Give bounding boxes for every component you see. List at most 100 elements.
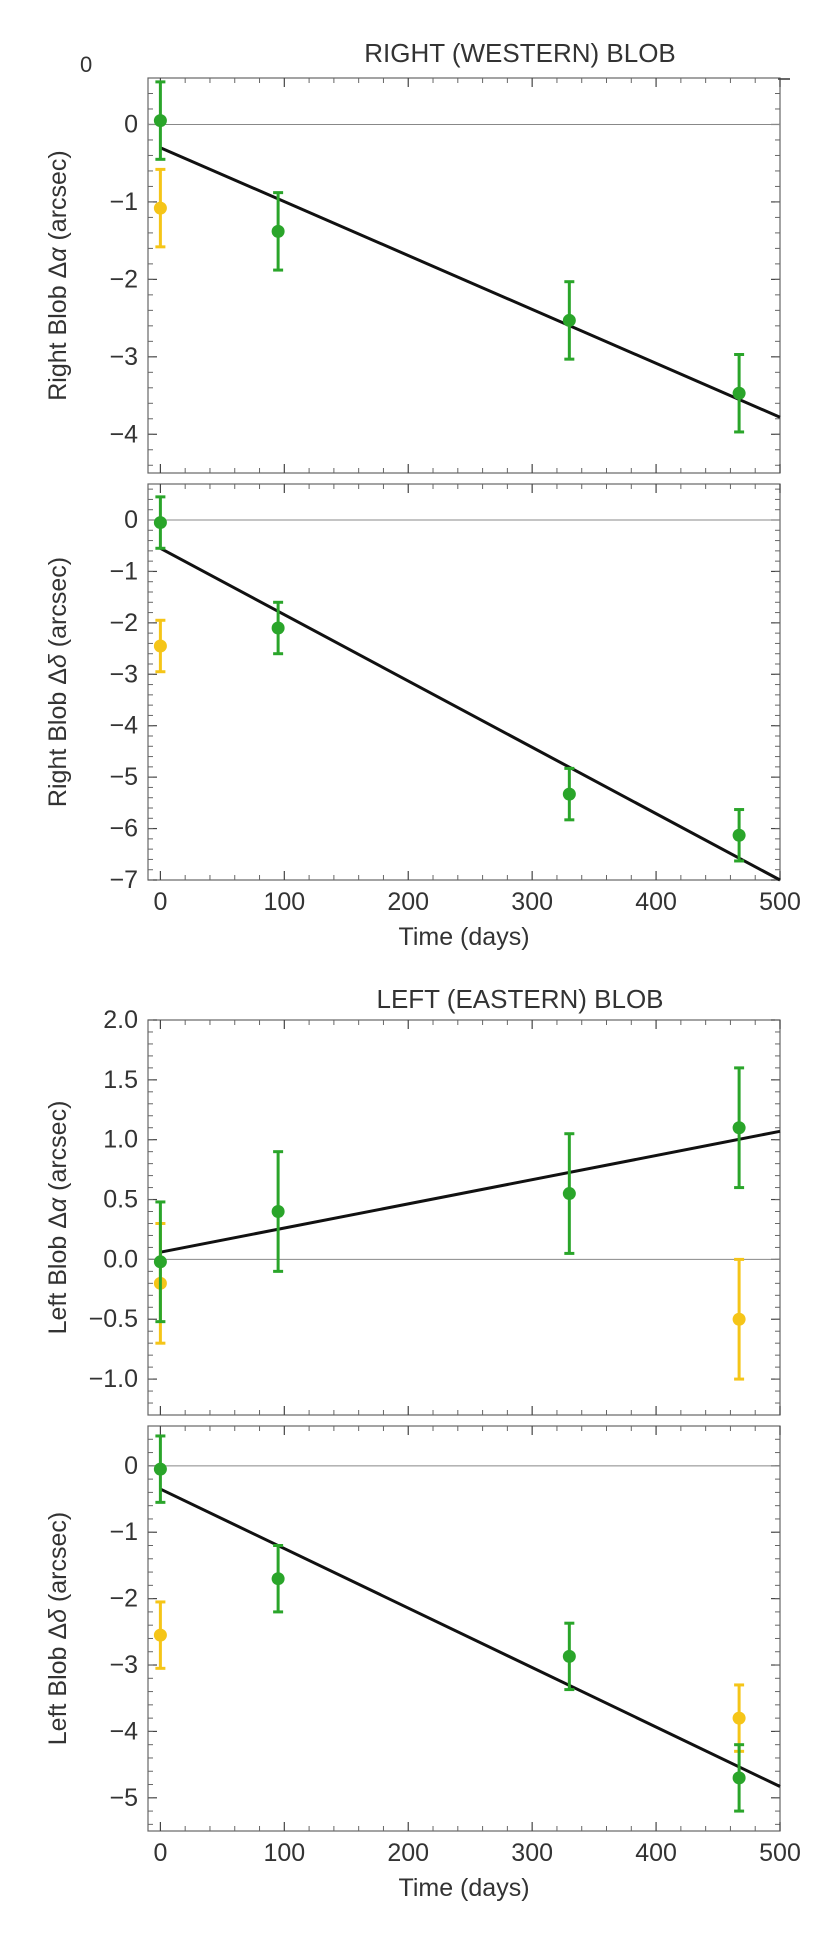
data-point-green xyxy=(271,191,285,272)
marker xyxy=(153,516,167,530)
marker xyxy=(271,1205,285,1219)
y-axis-label-prefix: Right Blob Δ xyxy=(44,262,72,401)
data-point-green xyxy=(562,280,576,361)
data-point-green xyxy=(271,1544,285,1614)
x-tick-label: 400 xyxy=(635,1839,677,1867)
plot-frame xyxy=(147,77,781,474)
y-tick-label: 0 xyxy=(124,1452,138,1480)
panel-right-dec: 0 −1 −2 −3 −4 −5 −6 −7 0 100 200 300 400 500 Right Blo… xyxy=(44,483,801,951)
plot-frame xyxy=(147,1019,781,1416)
data-point-yellow xyxy=(732,1683,746,1753)
y-tick-label: −1 xyxy=(109,557,138,585)
y-axis-label-symbol: α xyxy=(44,1197,72,1212)
x-tick-label: 100 xyxy=(263,888,305,916)
data-point-green xyxy=(732,1743,746,1813)
marker xyxy=(562,1649,576,1663)
data-point-yellow xyxy=(732,1257,746,1381)
y-tick-label: −3 xyxy=(109,343,138,371)
y-tick-label: −1 xyxy=(109,1518,138,1546)
y-tick-label: −2 xyxy=(109,609,138,637)
y-tick-label: −3 xyxy=(109,1651,138,1679)
data-point-green xyxy=(153,1200,167,1324)
y-tick-label: 2.0 xyxy=(103,1006,138,1034)
marker xyxy=(153,639,167,653)
y-axis-label-symbol: δ xyxy=(44,653,72,668)
y-tick-label: −2 xyxy=(109,1585,138,1613)
marker xyxy=(153,1628,167,1642)
plot-frame xyxy=(147,483,781,881)
plot-frame xyxy=(147,1425,781,1832)
panel-left-dec: 0 −1 −2 −3 −4 −5 0 100 200 300 400 500 Left Blob Δδ … xyxy=(44,1425,801,1902)
y-tick-label: −6 xyxy=(109,815,138,843)
y-axis-label: Right Blob Δδ (arcsec) xyxy=(44,557,72,807)
y-tick-label: −4 xyxy=(109,1717,138,1745)
y-axis-label-symbol: δ xyxy=(44,1608,72,1623)
y-tick-label: 0.0 xyxy=(103,1245,138,1273)
panel-right-ra: 0 −1 −2 −3 −4 Right Blob Δα (arcsec) xyxy=(44,77,781,474)
y-axis-label: Left Blob Δα (arcsec) xyxy=(44,1101,72,1335)
y-axis-label-prefix: Right Blob Δ xyxy=(44,668,72,807)
y-axis-label: Left Blob Δδ (arcsec) xyxy=(44,1512,72,1745)
x-tick-label: 200 xyxy=(387,888,429,916)
marker xyxy=(562,787,576,801)
data-point-green xyxy=(732,1066,746,1190)
data-point-yellow xyxy=(153,1600,167,1670)
data-point-green xyxy=(732,808,746,863)
fit-line xyxy=(159,146,781,419)
y-tick-label: −5 xyxy=(109,763,138,791)
x-tick-label: 500 xyxy=(759,888,801,916)
fit-line xyxy=(159,1487,781,1788)
data-point-yellow xyxy=(153,618,167,674)
x-tick-label: 0 xyxy=(153,1839,167,1867)
marker xyxy=(732,1312,746,1326)
y-axis-label-suffix: (arcsec) xyxy=(44,150,72,247)
marker xyxy=(732,386,746,400)
y-tick-label: −3 xyxy=(109,660,138,688)
x-tick-label: 400 xyxy=(635,888,677,916)
y-axis-label-symbol: α xyxy=(44,247,72,262)
y-tick-label: −5 xyxy=(109,1784,138,1812)
y-tick-label: 0 xyxy=(124,110,138,138)
corner-label: 0 xyxy=(80,52,92,77)
x-tick-label: 500 xyxy=(759,1839,801,1867)
marker xyxy=(271,1572,285,1586)
y-axis-label-suffix: (arcsec) xyxy=(44,557,72,654)
fit-line xyxy=(159,546,781,882)
x-tick-label: 0 xyxy=(153,888,167,916)
x-axis-label: Time (days) xyxy=(398,923,529,951)
marker xyxy=(153,1462,167,1476)
y-tick-label: 1.5 xyxy=(103,1066,138,1094)
data-point-yellow xyxy=(153,167,167,249)
marker xyxy=(153,114,167,128)
marker xyxy=(153,1255,167,1269)
x-tick-label: 100 xyxy=(263,1839,305,1867)
marker xyxy=(732,1771,746,1785)
title-left-blob: LEFT (EASTERN) BLOB xyxy=(376,984,663,1014)
data-point-green xyxy=(153,1434,167,1504)
y-tick-label: −4 xyxy=(109,420,138,448)
y-axis-label-prefix: Left Blob Δ xyxy=(44,1212,72,1334)
y-axis-label: Right Blob Δα (arcsec) xyxy=(44,150,72,401)
fit-line xyxy=(160,1129,781,1254)
y-tick-label: −0.5 xyxy=(89,1305,138,1333)
data-point-green xyxy=(153,80,167,161)
data-point-green xyxy=(732,353,746,434)
marker xyxy=(153,201,167,215)
marker xyxy=(732,828,746,842)
data-point-green xyxy=(271,1150,285,1273)
y-tick-label: −4 xyxy=(109,712,138,740)
y-axis-label-suffix: (arcsec) xyxy=(44,1101,72,1198)
y-tick-label: −1.0 xyxy=(89,1365,138,1393)
data-point-green xyxy=(271,600,285,656)
marker xyxy=(271,224,285,238)
marker xyxy=(562,1187,576,1201)
y-tick-label: −2 xyxy=(109,265,138,293)
title-right-blob: RIGHT (WESTERN) BLOB xyxy=(364,38,676,68)
x-tick-label: 300 xyxy=(511,1839,553,1867)
y-axis-label-suffix: (arcsec) xyxy=(44,1512,72,1609)
x-tick-label: 200 xyxy=(387,1839,429,1867)
data-point-green xyxy=(562,1132,576,1255)
y-tick-label: −7 xyxy=(109,866,138,894)
